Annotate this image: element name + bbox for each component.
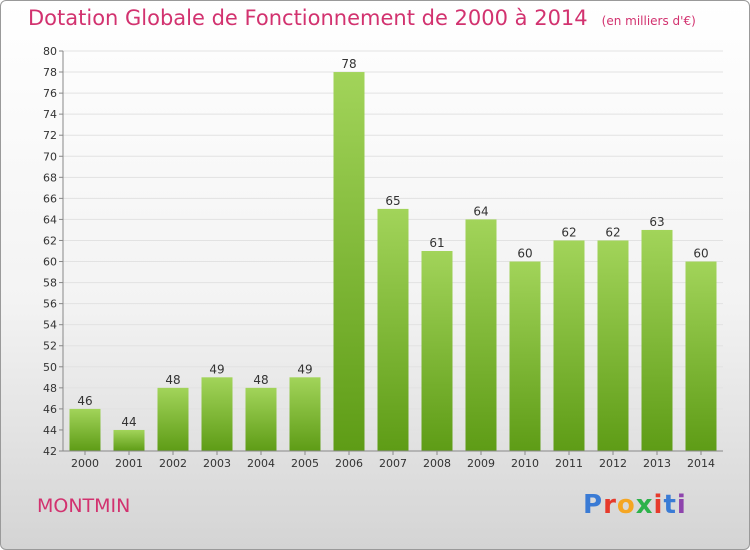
x-tick-label: 2007 xyxy=(379,457,407,470)
y-tick-label: 44 xyxy=(43,424,57,437)
bars xyxy=(69,72,717,451)
data-label: 48 xyxy=(253,373,268,387)
data-label: 65 xyxy=(385,194,400,208)
y-tick-label: 60 xyxy=(43,256,57,269)
y-tick-label: 62 xyxy=(43,234,57,247)
x-tick-label: 2000 xyxy=(71,457,99,470)
y-tick-label: 70 xyxy=(43,150,57,163)
data-label: 60 xyxy=(693,247,708,261)
y-tick-label: 56 xyxy=(43,298,57,311)
x-tick-label: 2012 xyxy=(599,457,627,470)
y-tick-label: 42 xyxy=(43,445,57,458)
data-label: 44 xyxy=(121,415,136,429)
data-label: 62 xyxy=(605,225,620,239)
x-tick-label: 2011 xyxy=(555,457,583,470)
y-tick-label: 48 xyxy=(43,382,57,395)
bar xyxy=(597,240,629,451)
logo-letter: i xyxy=(676,490,687,520)
bar xyxy=(113,429,145,451)
title-row: Dotation Globale de Fonctionnement de 20… xyxy=(28,6,696,30)
y-tick-label: 76 xyxy=(43,87,57,100)
y-tick-label: 72 xyxy=(43,129,57,142)
y-tick-label: 66 xyxy=(43,192,57,205)
x-tick-label: 2003 xyxy=(203,457,231,470)
y-tick-label: 58 xyxy=(43,277,57,290)
bar xyxy=(333,72,365,451)
x-tick-label: 2010 xyxy=(511,457,539,470)
bar xyxy=(289,377,321,451)
y-tick-label: 78 xyxy=(43,66,57,79)
data-label: 46 xyxy=(77,394,92,408)
y-axis-ticks: 42 44 46 48 50 52 54 56 58 60 62 64 66 68 70 72 74 76 78 80 xyxy=(43,45,63,458)
logo-letter: t xyxy=(663,490,677,520)
x-tick-label: 2008 xyxy=(423,457,451,470)
bar xyxy=(685,261,717,451)
bar xyxy=(201,377,233,451)
data-label: 63 xyxy=(649,215,664,229)
data-label: 60 xyxy=(517,247,532,261)
bar xyxy=(641,229,673,451)
x-tick-label: 2001 xyxy=(115,457,143,470)
data-label: 64 xyxy=(473,204,488,218)
y-tick-label: 52 xyxy=(43,340,57,353)
x-axis-ticks: 2000 2001 2002 2003 2004 2005 2006 2007 2008 2009… xyxy=(71,451,715,470)
x-tick-label: 2006 xyxy=(335,457,363,470)
data-label: 49 xyxy=(209,362,224,376)
y-tick-label: 50 xyxy=(43,361,57,374)
x-tick-label: 2009 xyxy=(467,457,495,470)
bar xyxy=(553,240,585,451)
proxiti-logo: Proxiti xyxy=(583,490,687,520)
bar xyxy=(157,387,189,451)
x-tick-label: 2013 xyxy=(643,457,671,470)
y-tick-label: 68 xyxy=(43,171,57,184)
bar xyxy=(421,251,453,451)
logo-letter: P xyxy=(583,490,604,520)
y-tick-label: 64 xyxy=(43,213,57,226)
data-label: 48 xyxy=(165,373,180,387)
x-tick-label: 2004 xyxy=(247,457,275,470)
data-label: 49 xyxy=(297,362,312,376)
y-tick-label: 46 xyxy=(43,403,57,416)
x-tick-label: 2002 xyxy=(159,457,187,470)
y-tick-label: 80 xyxy=(43,45,57,58)
x-tick-label: 2014 xyxy=(687,457,715,470)
bar xyxy=(377,208,409,451)
axes xyxy=(62,51,723,452)
logo-letter: r xyxy=(603,490,617,520)
data-label: 62 xyxy=(561,225,576,239)
data-labels: 46 44 48 49 48 49 78 65 61 64 60 62 62 63 60 xyxy=(77,57,708,429)
logo-letter: i xyxy=(653,490,664,520)
bar xyxy=(465,219,497,451)
commune-name: MONTMIN xyxy=(37,495,131,517)
data-label: 78 xyxy=(341,57,356,71)
x-tick-label: 2005 xyxy=(291,457,319,470)
logo-letter: x xyxy=(635,490,654,520)
bar xyxy=(69,408,101,451)
bar xyxy=(245,387,277,451)
bar xyxy=(509,261,541,451)
chart-title: Dotation Globale de Fonctionnement de 20… xyxy=(28,6,588,30)
y-tick-label: 74 xyxy=(43,108,57,121)
y-tick-label: 54 xyxy=(43,319,57,332)
chart-subtitle: (en milliers d'€) xyxy=(601,14,696,28)
data-label: 61 xyxy=(429,236,444,250)
logo-letter: o xyxy=(616,490,636,520)
